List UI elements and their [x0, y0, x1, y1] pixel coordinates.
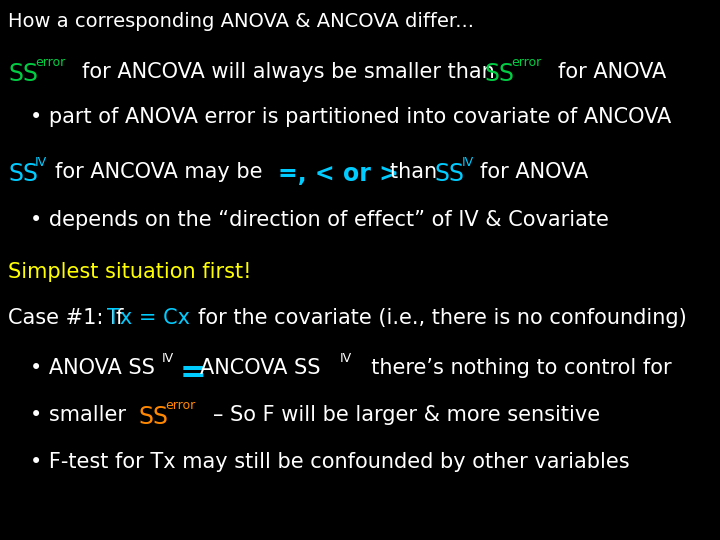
Text: for the covariate (i.e., there is no confounding): for the covariate (i.e., there is no con…: [198, 308, 687, 328]
Text: for ANCOVA will always be smaller than: for ANCOVA will always be smaller than: [82, 62, 501, 82]
Text: SS: SS: [484, 62, 514, 86]
Text: • depends on the “direction of effect” of IV & Covariate: • depends on the “direction of effect” o…: [30, 210, 609, 230]
Text: =: =: [180, 358, 207, 389]
Text: • ANOVA SS: • ANOVA SS: [30, 358, 155, 378]
Text: SS: SS: [8, 162, 38, 186]
Text: IV: IV: [162, 352, 174, 365]
Text: Case #1: If: Case #1: If: [8, 308, 130, 328]
Text: • smaller: • smaller: [30, 405, 132, 425]
Text: error: error: [511, 56, 541, 69]
Text: error: error: [35, 56, 66, 69]
Text: =, < or >: =, < or >: [278, 162, 399, 186]
Text: IV: IV: [35, 156, 47, 169]
Text: SS: SS: [138, 405, 168, 429]
Text: for ANOVA: for ANOVA: [558, 62, 666, 82]
Text: Simplest situation first!: Simplest situation first!: [8, 262, 251, 282]
Text: Tx = Cx: Tx = Cx: [107, 308, 190, 328]
Text: ANCOVA SS: ANCOVA SS: [200, 358, 320, 378]
Text: error: error: [165, 399, 195, 412]
Text: there’s nothing to control for: there’s nothing to control for: [358, 358, 672, 378]
Text: IV: IV: [340, 352, 352, 365]
Text: than: than: [390, 162, 444, 182]
Text: How a corresponding ANOVA & ANCOVA differ...: How a corresponding ANOVA & ANCOVA diffe…: [8, 12, 474, 31]
Text: – So F will be larger & more sensitive: – So F will be larger & more sensitive: [213, 405, 600, 425]
Text: IV: IV: [462, 156, 474, 169]
Text: SS: SS: [8, 62, 38, 86]
Text: for ANCOVA may be: for ANCOVA may be: [55, 162, 269, 182]
Text: • F-test for Tx may still be confounded by other variables: • F-test for Tx may still be confounded …: [30, 452, 629, 472]
Text: SS: SS: [435, 162, 465, 186]
Text: • part of ANOVA error is partitioned into covariate of ANCOVA: • part of ANOVA error is partitioned int…: [30, 107, 671, 127]
Text: for ANOVA: for ANOVA: [480, 162, 588, 182]
